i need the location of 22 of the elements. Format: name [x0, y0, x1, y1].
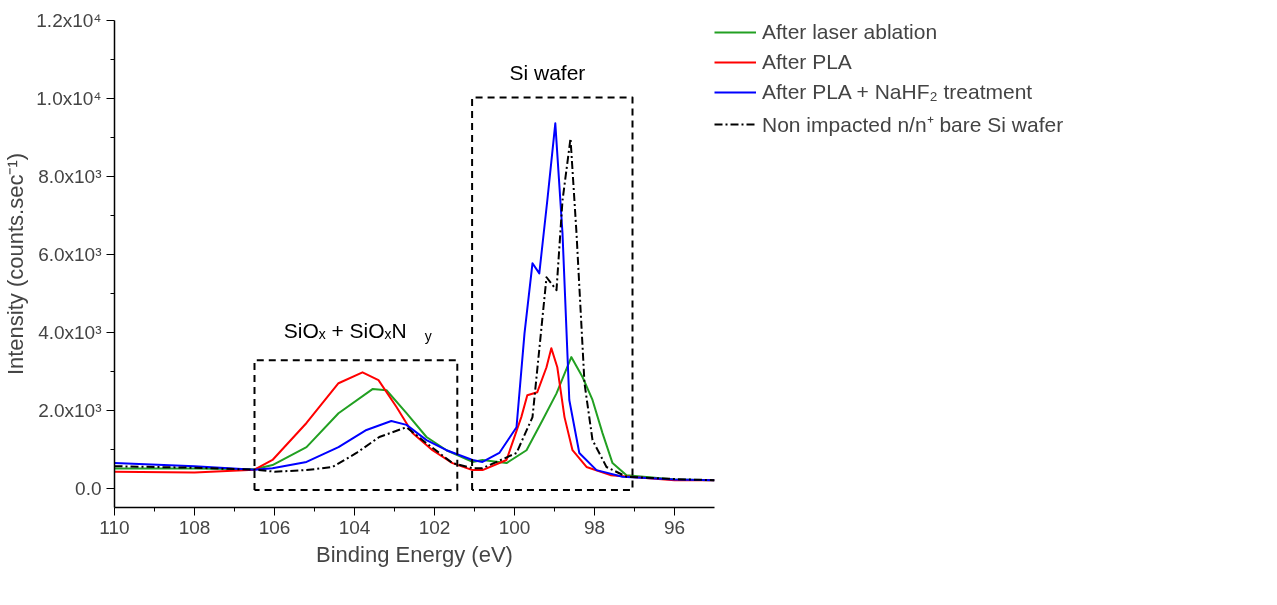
y-tick-label: 2.0x10³ — [38, 399, 102, 421]
x-tick-label: 98 — [583, 516, 606, 538]
x-tick-label: 110 — [99, 516, 130, 538]
x-axis-title: Binding Energy (eV) — [316, 541, 513, 567]
x-tick-label: 102 — [418, 516, 451, 538]
y-axis-title: Intensity (counts.sec⁻¹) — [3, 152, 29, 376]
legend-label: After PLA + NaHF₂ treatment — [762, 80, 1033, 104]
annotation: Si wafer — [509, 60, 586, 84]
y-tick-label: 6.0x10³ — [38, 243, 102, 265]
legend-label: After laser ablation — [762, 20, 938, 44]
y-tick-label: 1.0x10⁴ — [36, 87, 102, 109]
legend-label: Non impacted n/n⁺ bare Si wafer — [762, 112, 1064, 138]
x-tick-label: 108 — [178, 516, 211, 538]
x-tick-label: 100 — [498, 516, 531, 538]
x-tick-label: 104 — [338, 516, 371, 538]
y-tick-label: 4.0x10³ — [38, 321, 102, 343]
x-tick-label: 96 — [663, 516, 686, 538]
y-tick-label: 1.2x10⁴ — [36, 10, 102, 31]
x-tick-label: 106 — [258, 516, 291, 538]
y-tick-label: 8.0x10³ — [38, 165, 102, 187]
legend-label: After PLA — [762, 50, 852, 74]
y-tick-label: 0.0 — [75, 477, 102, 499]
